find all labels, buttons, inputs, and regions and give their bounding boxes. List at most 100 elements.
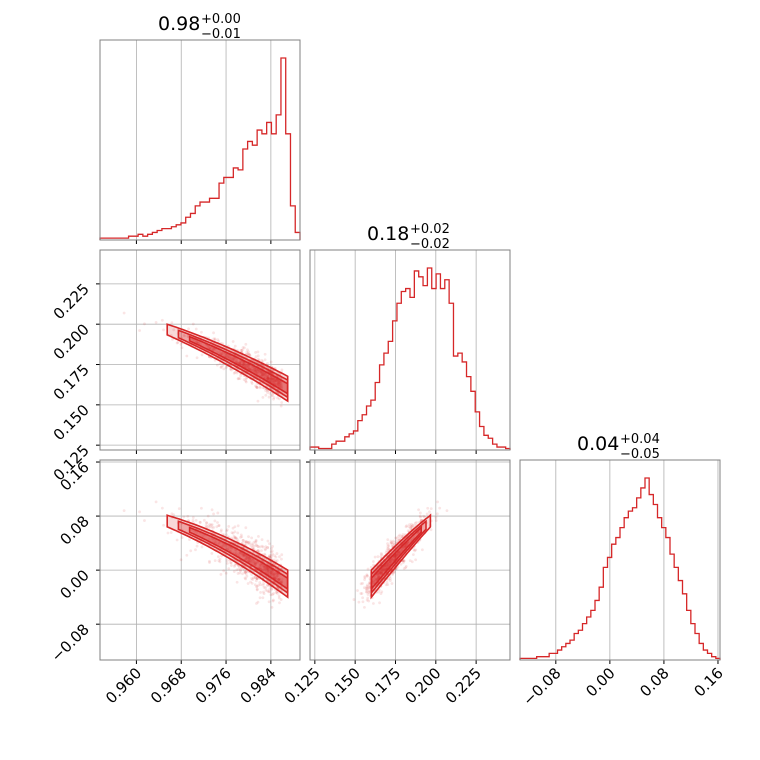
sample-point bbox=[380, 571, 384, 575]
sample-point bbox=[242, 552, 246, 556]
sample-point bbox=[397, 550, 401, 554]
sample-point bbox=[254, 538, 258, 542]
sample-point bbox=[262, 567, 266, 571]
sample-point bbox=[365, 590, 369, 594]
scatter-content bbox=[122, 500, 289, 609]
sample-point bbox=[221, 364, 225, 367]
sample-point bbox=[273, 379, 277, 382]
sample-point bbox=[227, 525, 231, 528]
sample-point bbox=[254, 370, 257, 374]
sample-point bbox=[251, 365, 254, 369]
sample-point bbox=[271, 393, 274, 397]
sample-point bbox=[388, 561, 391, 565]
sample-point bbox=[217, 555, 220, 559]
sample-point bbox=[272, 377, 276, 381]
sample-point bbox=[278, 380, 281, 384]
sample-point bbox=[270, 586, 274, 590]
y-tick-label-row2: 0.150 bbox=[50, 401, 93, 444]
sample-point bbox=[251, 368, 255, 372]
sample-point bbox=[219, 530, 223, 533]
sample-point bbox=[247, 364, 251, 368]
sample-point bbox=[237, 552, 241, 556]
sample-point bbox=[414, 558, 418, 562]
sample-point bbox=[245, 363, 248, 367]
y-tick-label-row3: 0.00 bbox=[56, 566, 92, 602]
y-tick-label-row3: 0.08 bbox=[56, 512, 92, 548]
y-tick-label-row2: 0.225 bbox=[50, 280, 93, 323]
sample-point bbox=[261, 373, 264, 376]
sample-point bbox=[276, 578, 280, 582]
sample-point bbox=[254, 369, 258, 373]
sample-point bbox=[244, 379, 248, 383]
sample-point bbox=[395, 553, 399, 557]
sample-point bbox=[235, 359, 238, 363]
sample-point bbox=[266, 584, 270, 588]
sample-point bbox=[269, 570, 272, 574]
sample-point bbox=[273, 571, 277, 575]
sample-point bbox=[268, 590, 272, 594]
sample-point bbox=[368, 590, 372, 594]
sample-point bbox=[260, 374, 264, 377]
sample-point bbox=[277, 384, 281, 388]
sample-point bbox=[238, 360, 242, 364]
sample-point bbox=[194, 518, 198, 522]
sample-point bbox=[218, 560, 222, 564]
sample-point bbox=[242, 361, 246, 365]
sample-point bbox=[266, 589, 270, 593]
sample-point bbox=[400, 547, 404, 551]
sample-point bbox=[216, 511, 220, 515]
sample-point bbox=[376, 572, 380, 576]
sample-point bbox=[386, 538, 390, 542]
sample-point bbox=[143, 322, 146, 326]
sample-point bbox=[399, 549, 403, 553]
sample-point bbox=[382, 568, 386, 572]
sample-point bbox=[250, 577, 254, 580]
sample-point bbox=[269, 572, 273, 576]
sample-point bbox=[263, 565, 267, 569]
sample-point bbox=[252, 576, 255, 580]
sample-point bbox=[263, 375, 267, 379]
sample-point bbox=[268, 554, 272, 557]
sample-point bbox=[269, 571, 273, 574]
sample-point bbox=[385, 565, 389, 569]
sample-point bbox=[273, 381, 277, 385]
sample-point bbox=[435, 512, 439, 516]
sample-point bbox=[411, 553, 415, 557]
sample-point bbox=[395, 552, 399, 556]
sample-point bbox=[385, 549, 389, 553]
sample-point bbox=[213, 519, 217, 523]
sample-point bbox=[271, 570, 274, 573]
sample-point bbox=[280, 553, 284, 557]
sample-point bbox=[188, 538, 191, 542]
sample-point bbox=[266, 389, 270, 393]
sample-point bbox=[250, 561, 254, 565]
scatter-panel-3-2 bbox=[306, 459, 511, 664]
sample-point bbox=[275, 382, 278, 386]
sample-point bbox=[242, 568, 246, 572]
sample-point bbox=[255, 386, 259, 389]
sample-point bbox=[273, 572, 276, 576]
sample-point bbox=[185, 354, 189, 358]
sample-point bbox=[367, 599, 371, 603]
sample-point bbox=[267, 555, 271, 559]
sample-point bbox=[271, 572, 275, 576]
sample-point bbox=[247, 555, 251, 559]
sample-point bbox=[393, 555, 397, 559]
sample-point bbox=[217, 339, 221, 343]
sample-point bbox=[391, 558, 395, 562]
sample-point bbox=[259, 370, 263, 374]
sample-point bbox=[382, 569, 386, 572]
sample-point bbox=[377, 574, 381, 577]
sample-point bbox=[270, 547, 273, 550]
sample-point bbox=[260, 374, 264, 378]
title-param-2: 0.18 +0.02 −0.02 bbox=[367, 222, 450, 252]
panel-frame bbox=[519, 459, 721, 661]
sample-point bbox=[255, 368, 259, 371]
sample-point bbox=[377, 573, 381, 577]
sample-point bbox=[246, 556, 249, 559]
sample-point bbox=[276, 574, 280, 578]
sample-point bbox=[266, 376, 270, 380]
sample-point bbox=[241, 361, 245, 364]
sample-point bbox=[160, 318, 164, 322]
sample-point bbox=[266, 375, 270, 378]
